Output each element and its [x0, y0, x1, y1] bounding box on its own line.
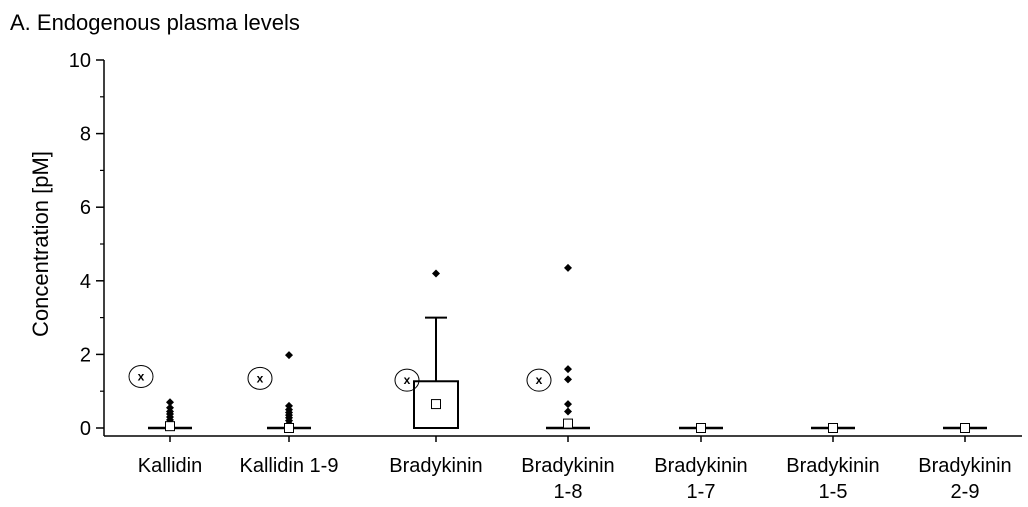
excluded-marker-symbol: x [536, 373, 543, 387]
x-tick-label: Bradykinin [389, 455, 482, 477]
x-tick-label-line: Kallidin [138, 455, 202, 477]
excluded-marker-circle [394, 368, 420, 392]
x-tick-label-line: Bradykinin [389, 455, 482, 477]
mean-marker [696, 423, 706, 433]
outlier-point [564, 365, 572, 374]
x-tick-label-line: 2-9 [951, 481, 980, 503]
excluded-marker-circle [247, 366, 273, 390]
x-tick-label: Kallidin [138, 455, 202, 477]
y-tick-label: 2 [80, 344, 91, 366]
x-tick-label-line: Bradykinin [521, 455, 614, 477]
excluded-marker-symbol: x [138, 369, 145, 383]
y-tick-label: 6 [80, 197, 91, 219]
x-tick-label: Bradykinin 1-7 [654, 455, 747, 503]
outlier-point [166, 398, 174, 407]
outlier-point [285, 351, 293, 360]
x-tick-label-line: Kallidin 1-9 [240, 455, 339, 477]
outlier-point [564, 400, 572, 409]
x-tick-label-line: Bradykinin [654, 455, 747, 477]
x-tick-label: Bradykinin 1-5 [786, 455, 879, 503]
mean-marker [563, 418, 573, 429]
chart-title: A. Endogenous plasma levels [10, 10, 300, 35]
mean-marker [828, 423, 838, 433]
mean-marker [960, 423, 970, 433]
y-axis-label: Concentration [pM] [28, 151, 53, 337]
y-tick-label: 0 [80, 418, 91, 440]
excluded-marker-circle [128, 364, 154, 388]
x-tick-label-line: Bradykinin [918, 455, 1011, 477]
x-tick-label: Bradykinin 1-8 [521, 455, 614, 503]
x-tick-label-line: 1-7 [687, 481, 716, 503]
excluded-marker-circle [526, 368, 552, 392]
y-tick-label: 8 [80, 124, 91, 146]
mean-marker [284, 423, 294, 433]
x-tick-label: Bradykinin 2-9 [918, 455, 1011, 503]
mean-marker [431, 399, 441, 410]
y-tick-label: 10 [69, 50, 91, 72]
outlier-point [564, 407, 572, 416]
outlier-point [564, 263, 572, 272]
outlier-point [432, 269, 440, 278]
excluded-marker-symbol: x [404, 373, 411, 387]
excluded-marker-symbol: x [257, 371, 264, 385]
box [413, 380, 459, 430]
x-tick-label: Kallidin 1-9 [240, 455, 339, 477]
x-tick-label-line: 1-8 [554, 481, 583, 503]
outlier-point [564, 375, 572, 384]
x-tick-label-line: Bradykinin [786, 455, 879, 477]
x-tick-label-line: 1-5 [819, 481, 848, 503]
y-tick-label: 4 [80, 271, 91, 293]
mean-marker [165, 421, 175, 432]
